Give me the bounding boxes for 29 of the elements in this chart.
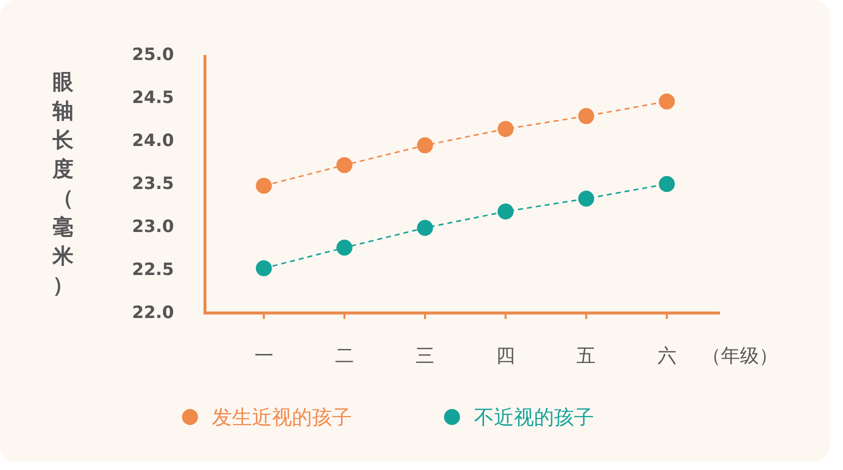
y-tick-label: 23.0	[132, 217, 174, 237]
y-tick-label: 25.0	[132, 45, 174, 65]
point	[498, 120, 514, 137]
point	[578, 190, 594, 207]
point	[417, 220, 434, 236]
point	[578, 108, 594, 124]
y-tick-label: 23.5	[132, 174, 174, 194]
point	[256, 178, 272, 194]
point	[658, 93, 675, 110]
y-tick-label: 22.5	[132, 260, 174, 280]
legend-label: 发生近视的孩子	[212, 405, 352, 429]
point	[658, 176, 675, 192]
y-tick-label: 24.5	[132, 88, 174, 108]
legend-label: 不近视的孩子	[474, 405, 594, 429]
point	[336, 157, 352, 174]
y-axis-title: 眼轴长度（毫米）	[52, 70, 74, 297]
x-tick-label: 三	[416, 345, 435, 367]
x-tick-label: 一	[254, 345, 274, 367]
point	[256, 260, 272, 276]
y-tick-label: 24.0	[132, 131, 174, 151]
x-axis-title: （年级）	[702, 345, 778, 367]
x-tick-label: 四	[496, 345, 516, 367]
point	[336, 240, 352, 256]
x-tick-label: 六	[657, 345, 676, 367]
point	[498, 204, 514, 220]
x-tick-label: 二	[334, 345, 354, 367]
x-tick-label: 五	[576, 345, 596, 367]
y-tick-label: 22.0	[132, 303, 174, 323]
point	[417, 137, 434, 154]
